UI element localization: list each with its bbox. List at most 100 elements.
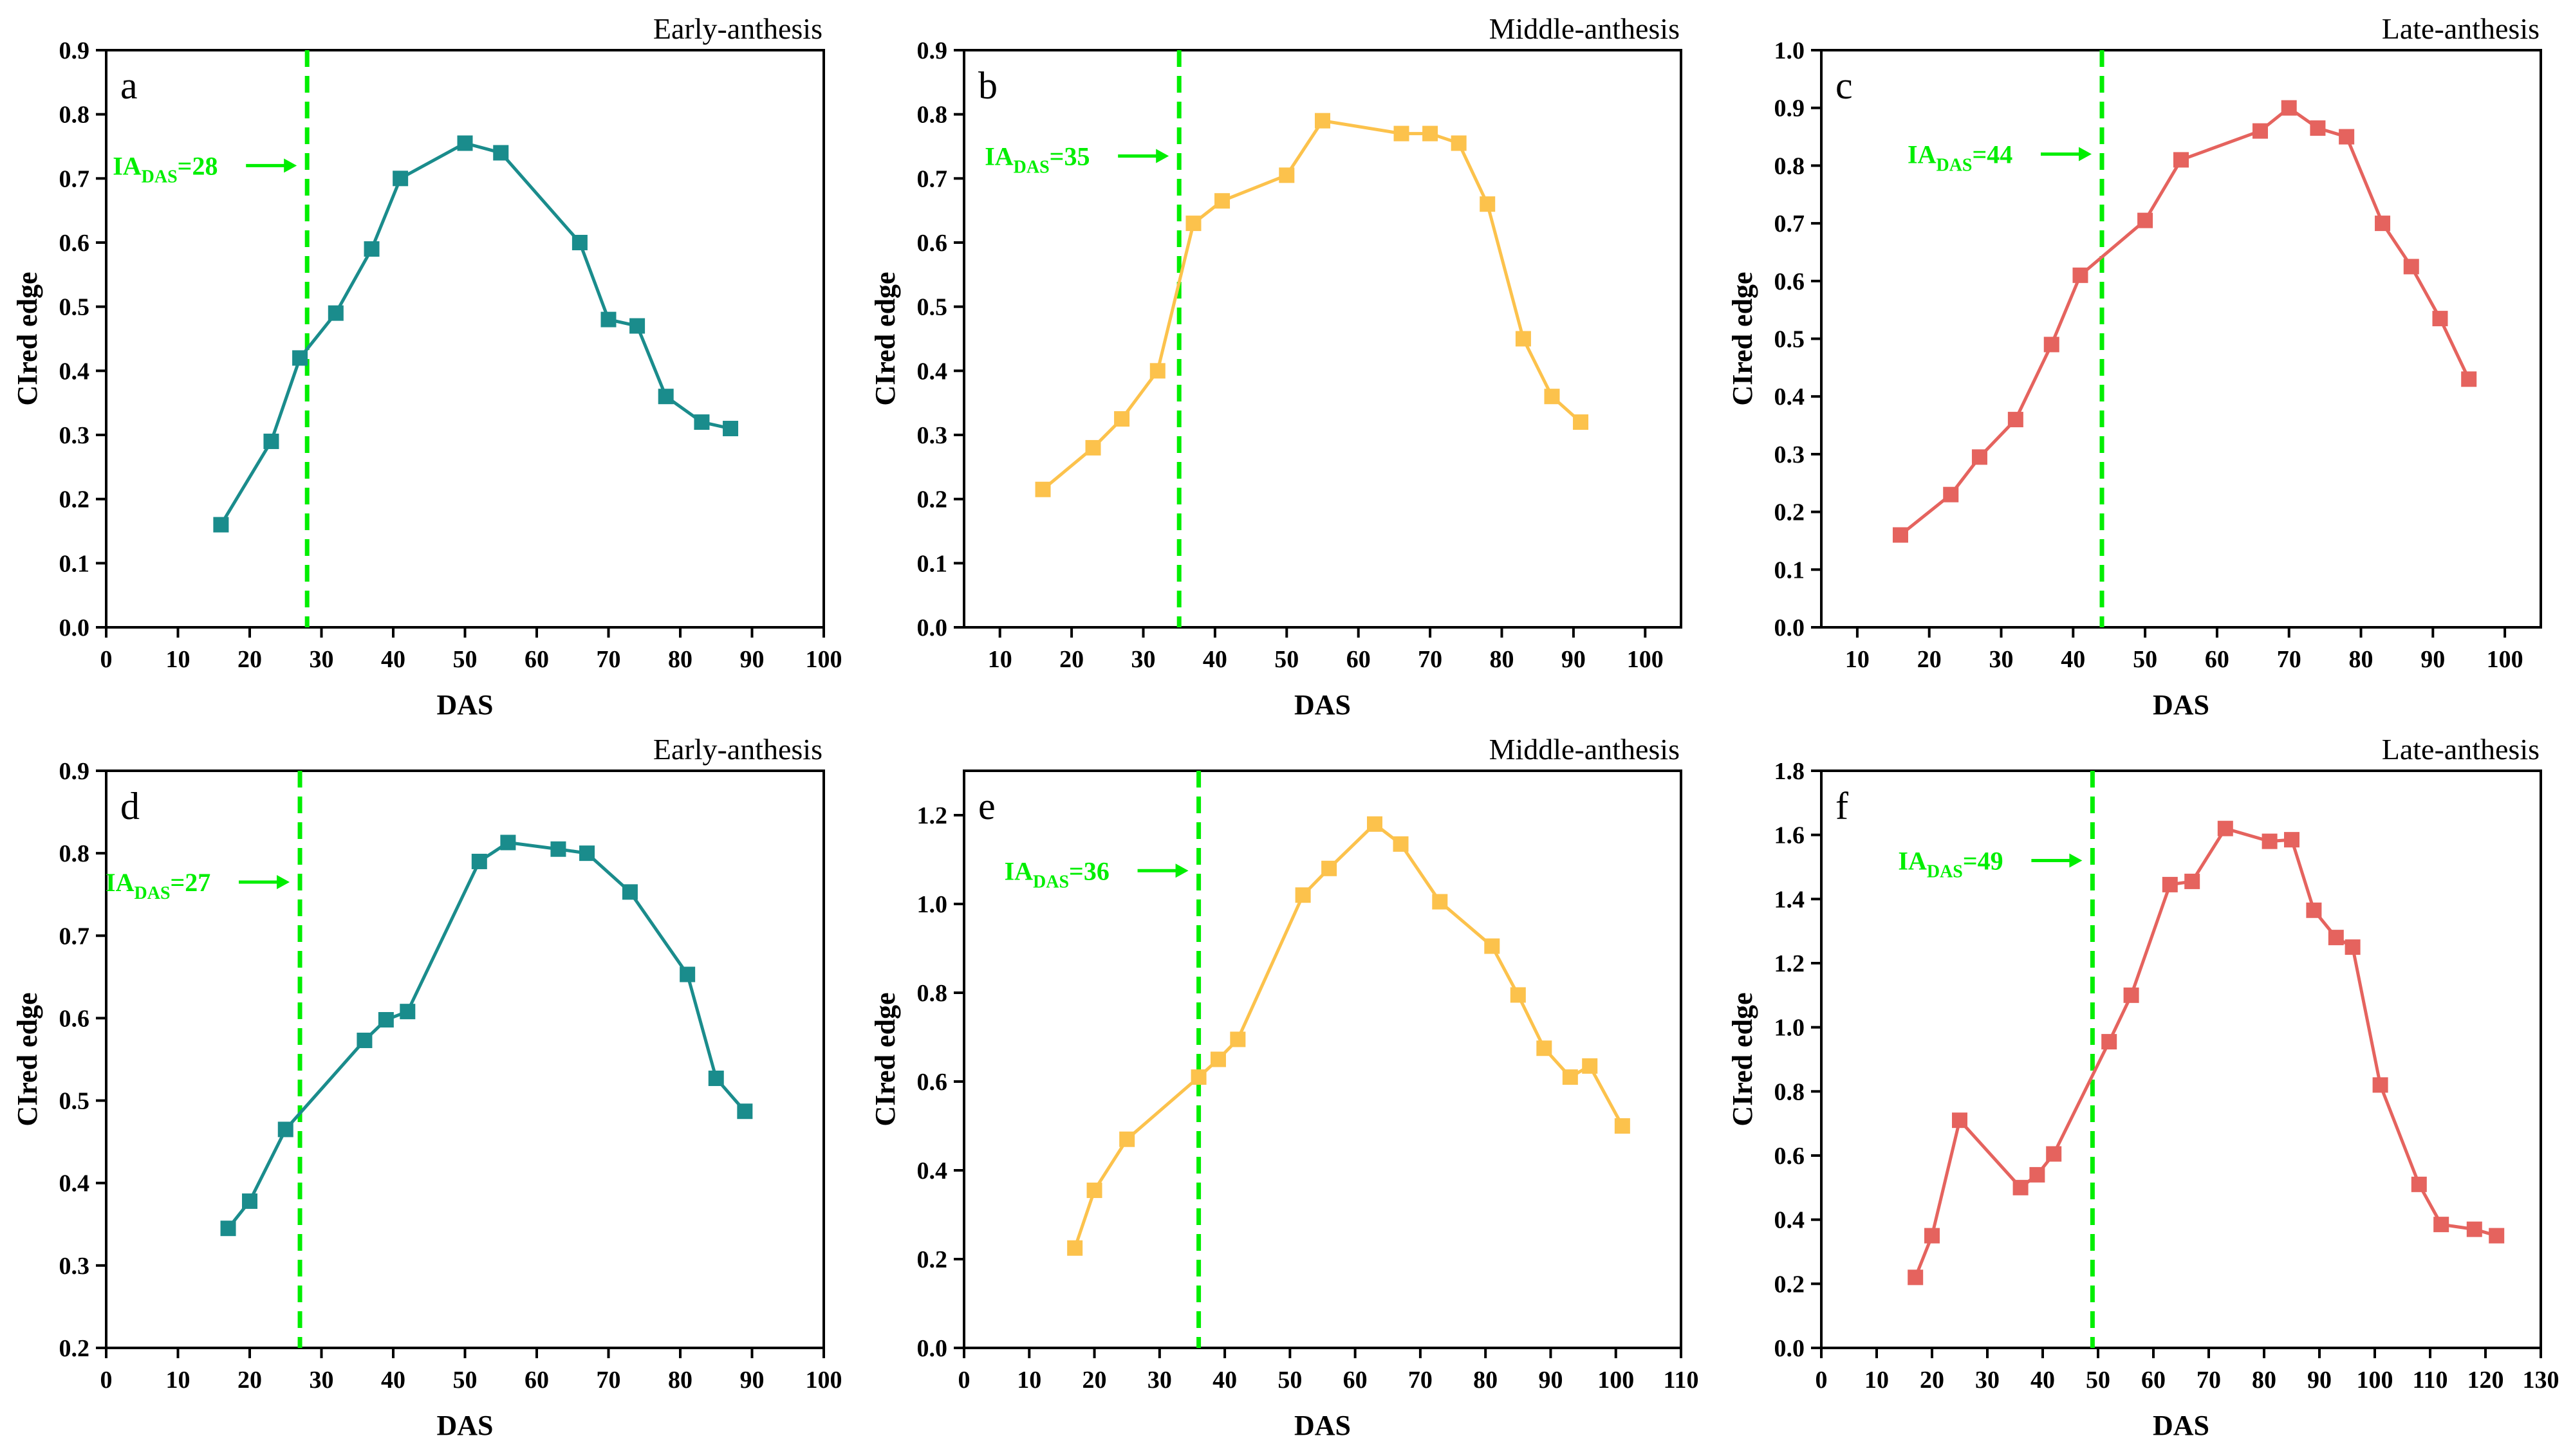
data-point [263, 433, 279, 449]
x-tick-label: 20 [237, 646, 262, 673]
data-point [2432, 311, 2448, 327]
plot-frame [963, 769, 1682, 1349]
x-tick-label: 60 [1343, 1367, 1368, 1394]
x-tick-label: 110 [1664, 1367, 1699, 1394]
data-point [2012, 1179, 2029, 1195]
series-line [1899, 106, 2471, 537]
x-tick-label: 50 [1277, 1367, 1302, 1394]
data-point [2072, 267, 2088, 283]
y-tick-label: 0.6 [1774, 1143, 1805, 1170]
y-axis-title: CIred edge [12, 992, 43, 1126]
plot-frame [1820, 49, 2542, 629]
data-point [723, 421, 739, 437]
x-tick-label: 30 [1147, 1367, 1172, 1394]
ia-main: IA [1908, 140, 1937, 169]
y-tick-label: 0.6 [917, 1069, 948, 1096]
panel-a: 0 10 20 30 40 50 60 70 80 90 100 0.0 0.1 0.2 0.3 0.4 0.5… [12, 12, 842, 721]
ia-value: =27 [171, 868, 211, 897]
y-tick-label: 0.3 [917, 422, 948, 449]
panel-letter: f [1835, 785, 1848, 827]
y-tick-label: 0.2 [917, 1246, 948, 1273]
x-tick-label: 80 [668, 646, 692, 673]
x-tick-label: 60 [1346, 646, 1371, 673]
plot-frame [1820, 769, 2542, 1349]
data-point [2339, 129, 2355, 145]
data-point [1536, 1040, 1552, 1056]
ia-value: =36 [1069, 856, 1110, 885]
data-point [1422, 125, 1438, 142]
data-point [2461, 371, 2477, 387]
ia-arrow-head [2069, 853, 2083, 868]
x-tick-label: 50 [453, 1367, 478, 1394]
panel-letter: b [978, 64, 998, 107]
x-tick-label: 10 [988, 646, 1012, 673]
x-tick-label: 120 [2467, 1367, 2504, 1394]
data-point [680, 966, 696, 982]
y-tick-label: 0.7 [59, 923, 90, 950]
data-point [658, 389, 674, 405]
y-tick-label: 0.8 [917, 102, 948, 129]
x-tick-label: 70 [1408, 1367, 1433, 1394]
ia-arrow-head [2079, 147, 2092, 161]
y-tick-label: 0.9 [1774, 95, 1805, 122]
x-tick-label: 50 [2086, 1367, 2110, 1394]
series-line [1913, 826, 2497, 1278]
ia-arrow-head [1175, 863, 1189, 878]
data-point [1515, 331, 1531, 347]
y-tick-label: 1.8 [1774, 758, 1805, 785]
data-point [1943, 486, 1959, 502]
x-tick-label: 70 [1418, 646, 1442, 673]
y-tick-label: 0.4 [59, 1170, 90, 1197]
y-tick-label: 0.0 [1774, 614, 1805, 641]
x-tick-label: 30 [310, 1367, 334, 1394]
x-tick-label: 70 [597, 646, 621, 673]
ia-subscript: DAS [1927, 862, 1963, 882]
data-point [2345, 939, 2361, 955]
ia-subscript: DAS [1014, 157, 1050, 177]
ia-main: IA [106, 868, 135, 897]
y-tick-label: 0.4 [1774, 383, 1805, 410]
data-point [2101, 1034, 2117, 1050]
data-point [1230, 1031, 1246, 1047]
ia-value: =44 [1972, 140, 2012, 169]
y-tick-label: 0.4 [59, 358, 90, 385]
ia-subscript: DAS [142, 167, 178, 187]
x-axis-title: DAS [436, 1410, 493, 1441]
panel-title: Late-anthesis [2382, 733, 2540, 766]
data-point [2123, 987, 2139, 1003]
y-tick-label: 0.8 [1774, 1078, 1805, 1105]
x-tick-label: 80 [668, 1367, 692, 1394]
y-tick-label: 0.1 [59, 550, 90, 577]
x-tick-label: 40 [2061, 646, 2085, 673]
data-point [220, 1221, 236, 1237]
data-point [213, 517, 229, 533]
y-tick-label: 1.0 [1774, 37, 1805, 64]
x-tick-label: 60 [525, 1367, 549, 1394]
data-point [1393, 836, 1409, 852]
x-tick-label: 10 [1864, 1367, 1889, 1394]
series-line [1041, 118, 1582, 491]
data-point [2328, 930, 2344, 946]
data-point [694, 414, 710, 430]
y-tick-label: 0.9 [917, 37, 948, 64]
y-tick-label: 1.6 [1774, 822, 1805, 849]
data-point [2466, 1221, 2482, 1237]
ia-main: IA [1005, 856, 1034, 885]
data-point [708, 1070, 724, 1086]
x-tick-label: 100 [806, 1367, 842, 1394]
x-tick-label: 70 [2277, 646, 2301, 673]
data-point [1393, 125, 1409, 142]
data-point [1432, 894, 1448, 910]
data-point [2281, 100, 2297, 116]
data-point [2372, 1077, 2388, 1093]
data-point [579, 845, 595, 862]
data-point [328, 305, 344, 321]
x-tick-label: 60 [2205, 646, 2229, 673]
x-tick-label: 100 [2487, 646, 2523, 673]
panel-title: Middle-anthesis [1489, 12, 1680, 45]
data-point [550, 841, 566, 857]
data-point [1924, 1228, 1940, 1244]
data-point [1279, 167, 1295, 183]
ia-annotation: IADAS=44 [1908, 140, 2012, 175]
x-tick-label: 80 [2252, 1367, 2276, 1394]
